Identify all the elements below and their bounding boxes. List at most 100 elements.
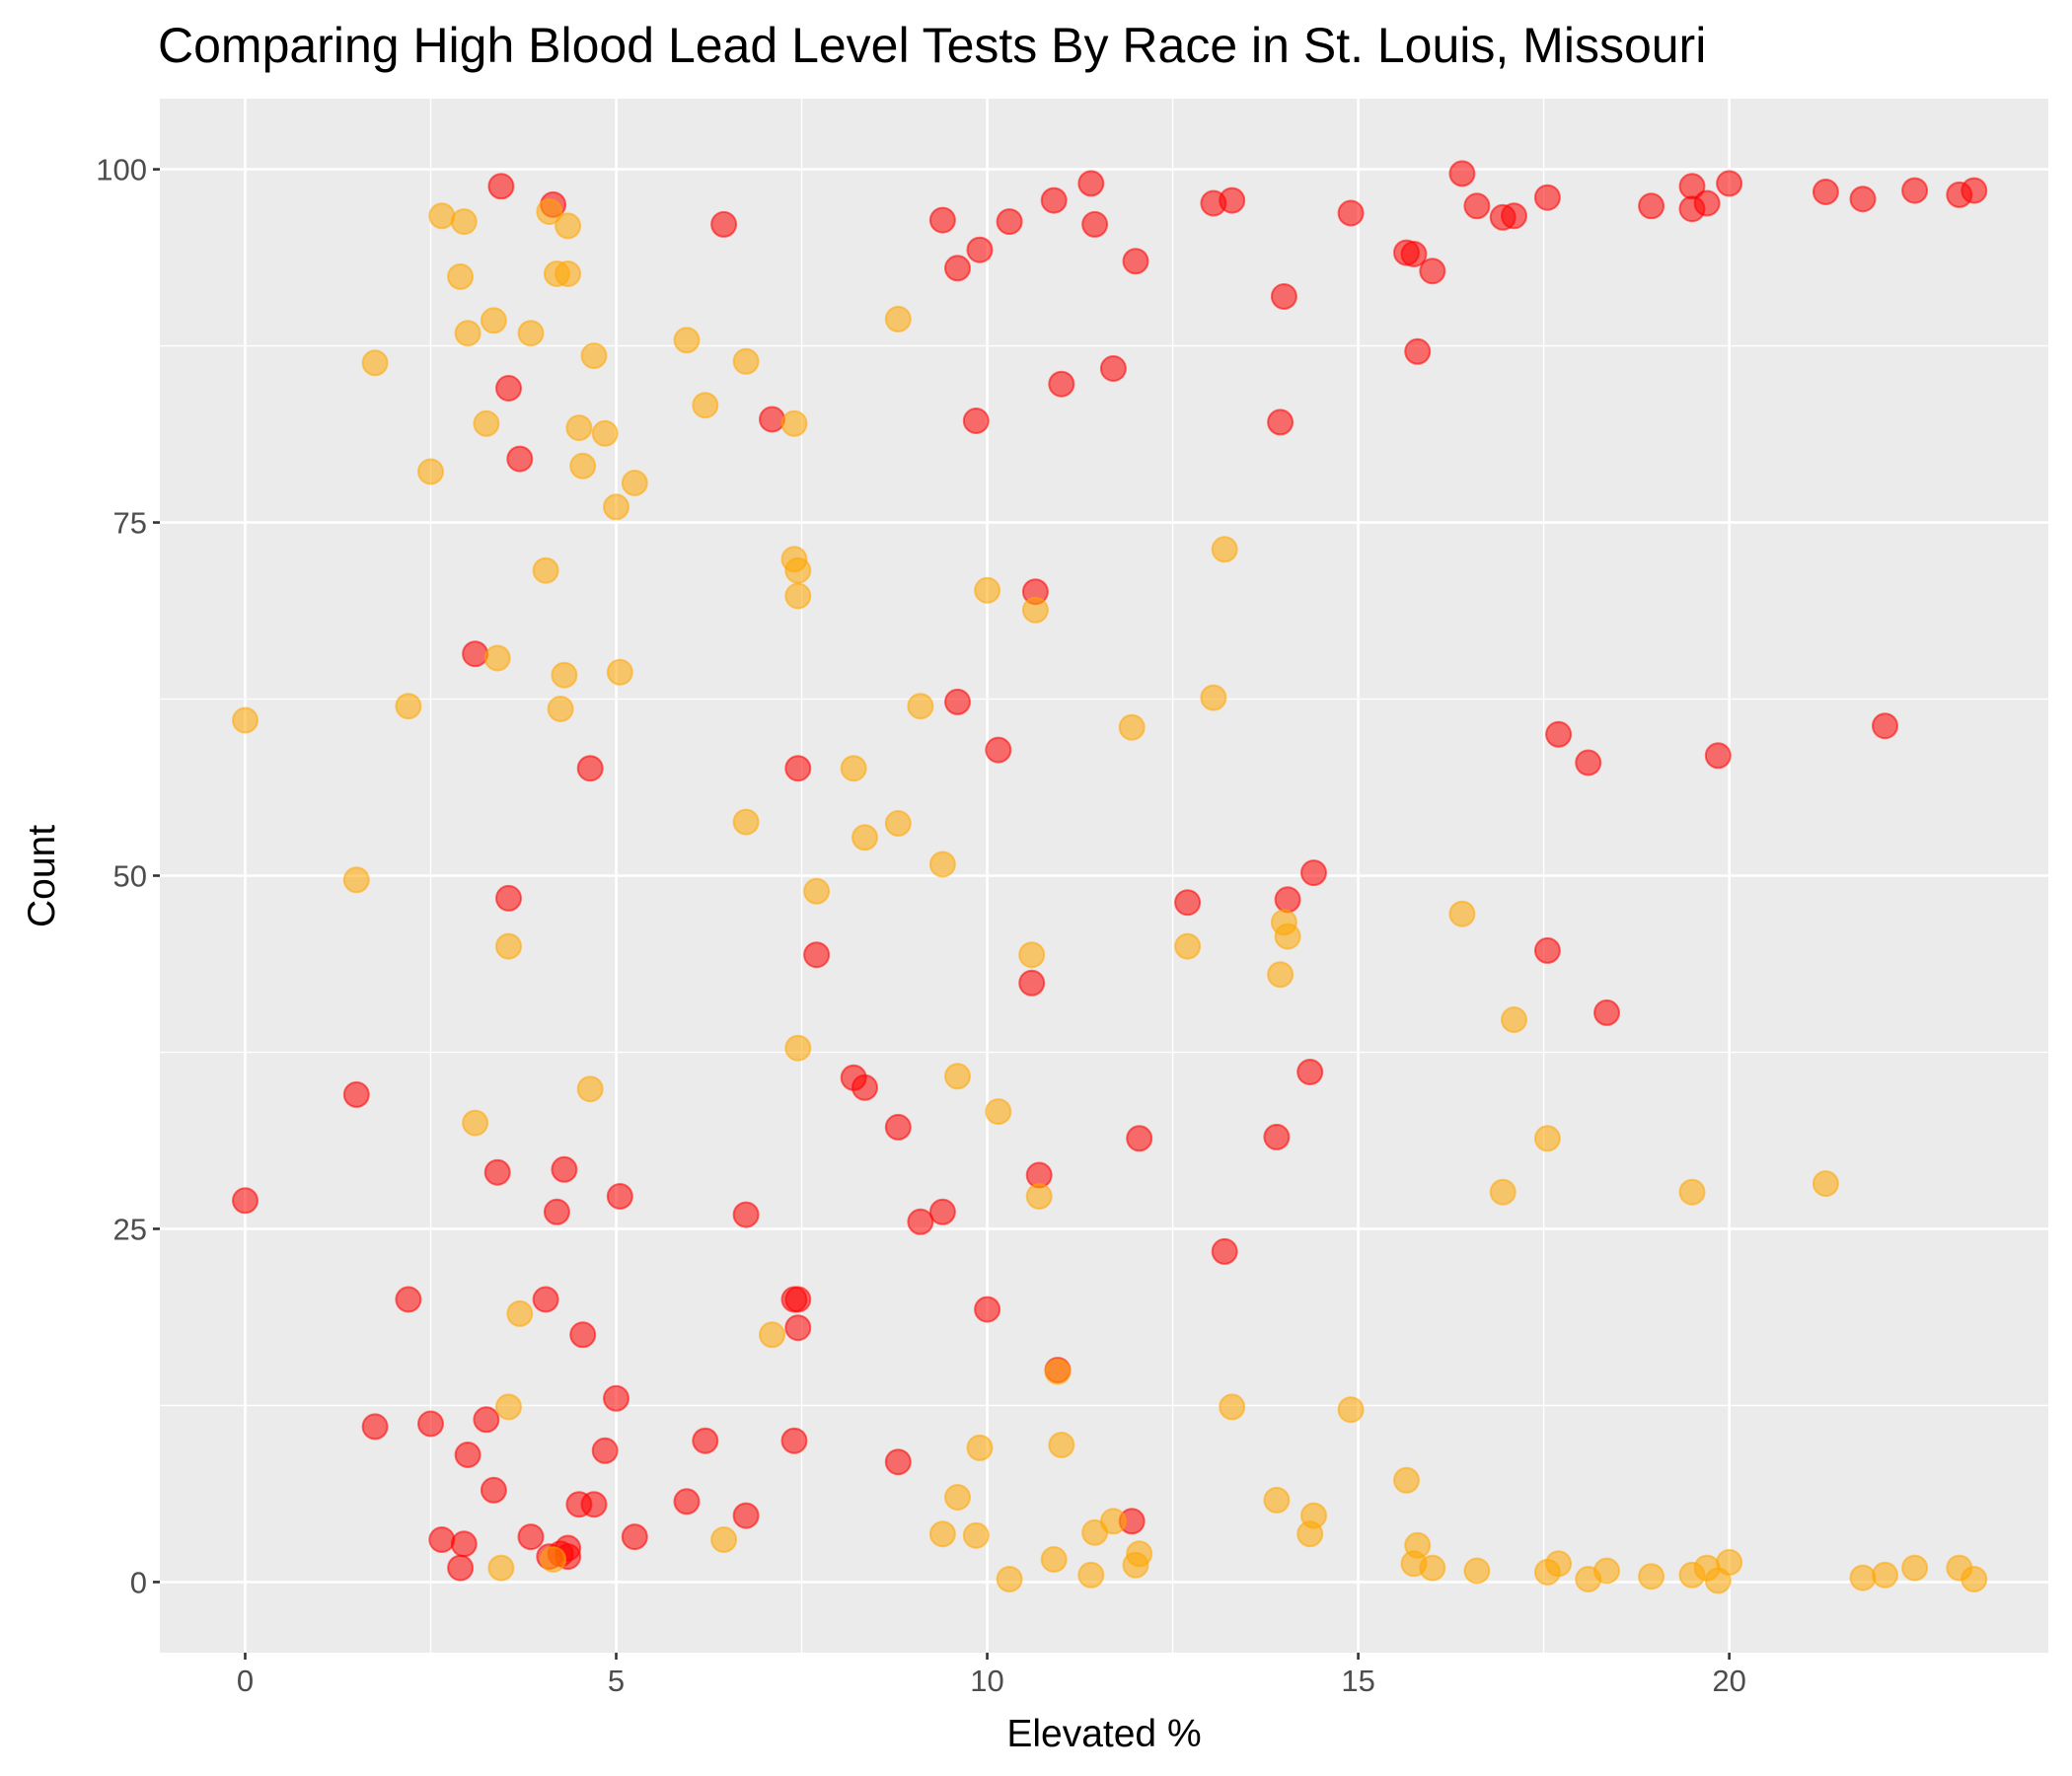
data-point [1337,199,1365,227]
data-point [1118,713,1146,741]
data-point [985,736,1012,764]
data-point [944,1063,971,1090]
data-point [1716,1548,1743,1576]
data-point [1463,1557,1491,1585]
data-point [447,1554,475,1582]
y-tick-label: 50 [113,859,147,894]
data-point [884,1113,912,1141]
data-point [1044,1358,1072,1385]
data-point [1126,1540,1153,1568]
data-point [532,556,559,584]
data-point [1533,184,1561,211]
data-point [495,1393,522,1421]
data-point [232,706,259,734]
y-axis-title: Count [21,825,63,927]
data-point [1270,283,1297,310]
data-point [1961,177,1988,204]
data-point [974,576,1001,604]
data-point [1263,1486,1291,1514]
data-point [603,1384,629,1412]
data-point [1174,889,1202,917]
data-point [447,262,475,290]
data-point [928,1198,956,1225]
data-points [232,160,1988,1594]
data-point [342,1080,370,1108]
data-point [1404,337,1432,365]
data-point [487,173,515,200]
data-point [1545,720,1573,748]
data-point [962,407,990,434]
data-point [606,658,633,686]
x-axis: 0 5 10 15 20 [237,1653,1746,1698]
data-point [1021,596,1049,624]
data-point [1704,742,1732,770]
y-tick-label: 75 [113,506,147,541]
data-point [1077,1561,1105,1589]
data-point [395,693,422,720]
data-point [1263,1123,1291,1150]
data-point [462,1109,489,1137]
data-point [1463,192,1491,220]
y-tick-label: 100 [96,153,147,187]
data-point [966,1434,994,1461]
x-tick-label: 10 [970,1664,1003,1698]
data-point [506,445,534,473]
data-point [1040,1546,1068,1573]
data-point [1099,355,1127,382]
data-point [621,1523,648,1551]
y-tick-label: 0 [130,1565,147,1599]
data-point [532,1286,559,1313]
data-point [985,1098,1012,1126]
data-point [1872,1561,1898,1589]
data-point [1122,248,1149,275]
data-point [1200,684,1227,711]
data-point [1849,185,1877,213]
data-point [1211,536,1238,563]
data-point [884,305,912,333]
data-point [551,1155,578,1183]
chart-title: Comparing High Blood Lead Level Tests By… [158,18,1706,73]
x-tick-label: 15 [1341,1664,1374,1698]
data-point [1219,186,1246,214]
data-point [974,1295,1001,1323]
data-point [483,1158,511,1186]
data-point [944,255,971,282]
data-point [1296,1059,1324,1085]
data-point [361,1413,389,1441]
data-point [1545,1550,1573,1578]
data-point [395,1286,422,1313]
data-point [851,824,878,851]
data-point [555,212,582,240]
data-point [1501,202,1527,230]
data-point [759,1321,785,1349]
data-point [1638,192,1665,220]
data-point [1812,179,1839,205]
data-point [1267,961,1295,989]
data-point [569,1321,597,1349]
data-point [450,1530,478,1558]
data-point [543,1198,570,1225]
data-point [907,693,934,720]
data-point [803,941,831,969]
data-point [1593,1557,1620,1585]
data-point [1077,170,1105,197]
data-point [506,1299,534,1327]
data-point [710,1526,738,1553]
y-axis: 0 25 50 75 100 [96,153,160,1599]
data-point [1448,160,1476,187]
data-point [1300,859,1327,887]
data-point [1099,1508,1127,1535]
data-point [692,392,719,419]
data-point [483,644,511,672]
data-point [966,236,994,263]
data-point [536,198,563,225]
data-point [732,347,760,375]
data-point [591,1437,619,1464]
data-point [1267,408,1295,436]
data-point [454,320,481,347]
data-point [603,493,629,521]
data-point [1716,170,1743,197]
data-point [428,1526,456,1553]
data-point [1018,941,1046,969]
data-point [487,1554,515,1582]
